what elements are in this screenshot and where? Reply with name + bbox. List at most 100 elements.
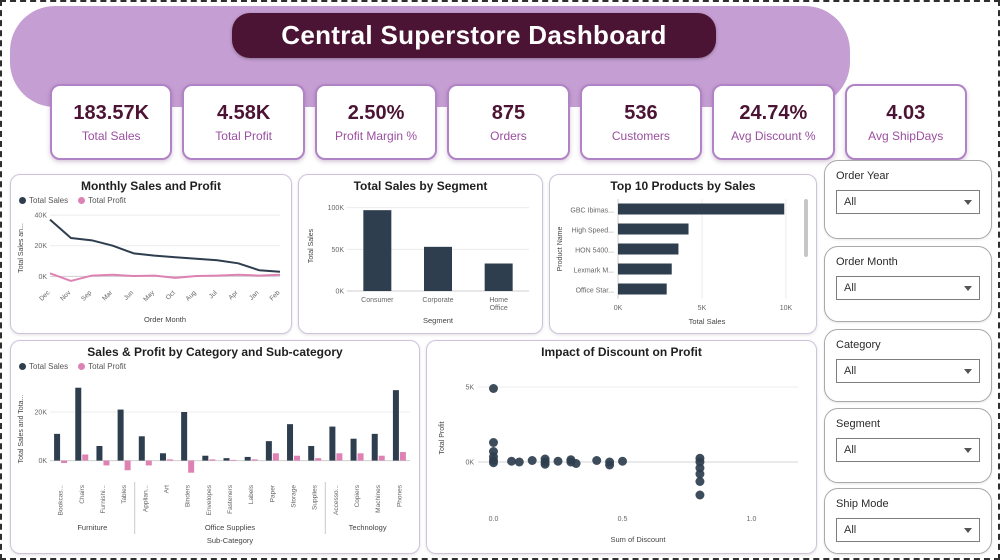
profit-bar[interactable]: [336, 453, 343, 461]
profit-bar[interactable]: [272, 453, 279, 461]
kpi-card-total-sales: 183.57K Total Sales: [50, 84, 173, 160]
y-axis-title: Product Name: [557, 227, 564, 272]
chart-title: Impact of Discount on Profit: [541, 345, 702, 359]
y-axis-title: Total Sales an...: [18, 223, 25, 273]
sales-bar[interactable]: [181, 412, 188, 461]
slicer-label: Order Year: [836, 170, 890, 182]
axis-label: 50K: [331, 247, 344, 254]
sales-bar[interactable]: [159, 453, 166, 461]
total-profit-line[interactable]: [49, 272, 281, 282]
sales-bar[interactable]: [223, 458, 230, 461]
slicer-order-year: Order Year All: [824, 160, 992, 239]
scatter-point[interactable]: [540, 459, 550, 469]
product-bar[interactable]: [618, 263, 672, 275]
profit-bar[interactable]: [294, 455, 301, 461]
profit-bar[interactable]: [82, 454, 89, 461]
sales-bar[interactable]: [202, 455, 209, 461]
slicer-dropdown[interactable]: All: [836, 438, 980, 462]
kpi-value: 875: [491, 101, 526, 124]
x-tick-label: Tables: [121, 484, 128, 504]
slicer-dropdown[interactable]: All: [836, 359, 980, 383]
scatter-point[interactable]: [571, 459, 581, 468]
product-bar[interactable]: [618, 243, 679, 255]
product-bar[interactable]: [618, 223, 689, 235]
profit-bar[interactable]: [103, 460, 110, 466]
scatter-point[interactable]: [591, 456, 601, 465]
axis-label: 40K: [35, 213, 48, 220]
slicer-dropdown[interactable]: All: [836, 276, 980, 300]
kpi-label: Avg Discount %: [731, 128, 816, 143]
scatter-point[interactable]: [488, 384, 498, 393]
scatter-point[interactable]: [694, 477, 704, 486]
group-label: Furniture: [77, 523, 107, 532]
x-tick-label: Fasteners: [227, 484, 234, 514]
axis-label: 0K: [465, 460, 474, 467]
legend-dot: [19, 196, 26, 204]
y-axis-title: Total Sales and Tota...: [18, 395, 25, 464]
sales-bar[interactable]: [371, 433, 378, 461]
profit-bar[interactable]: [230, 459, 237, 461]
profit-bar[interactable]: [251, 459, 258, 461]
x-tick-label: Feb: [269, 289, 282, 302]
sales-bar[interactable]: [392, 390, 399, 461]
sales-bar[interactable]: [75, 387, 82, 461]
sales-bar[interactable]: [117, 409, 124, 461]
slicer-segment: Segment All: [824, 408, 992, 483]
sales-bar[interactable]: [96, 446, 103, 461]
profit-bar[interactable]: [315, 458, 322, 461]
profit-bar[interactable]: [357, 453, 364, 461]
scatter-point[interactable]: [527, 456, 537, 465]
segment-bar[interactable]: [423, 246, 452, 291]
scrollbar-thumb[interactable]: [804, 199, 808, 257]
slicer-dropdown[interactable]: All: [836, 190, 980, 214]
sales-bar[interactable]: [350, 438, 357, 461]
scatter-point[interactable]: [694, 490, 704, 500]
sales-bar[interactable]: [244, 456, 251, 461]
chart-title: Monthly Sales and Profit: [80, 179, 221, 193]
profit-bar[interactable]: [61, 460, 68, 463]
monthly-sales-profit-chart: Monthly Sales and Profit Total Sales Tota…: [10, 174, 292, 334]
sales-bar[interactable]: [138, 436, 145, 461]
product-bar[interactable]: [618, 203, 785, 215]
segment-bar[interactable]: [362, 210, 391, 291]
line-chart-canvas[interactable]: 0K 20K 40K Dec Nov Sep Mar Jun May Oct Aug Jul Apr Ja…: [14, 206, 288, 328]
kpi-value: 4.58K: [216, 101, 271, 124]
profit-bar[interactable]: [188, 460, 195, 473]
profit-bar[interactable]: [166, 459, 173, 461]
legend-item: Total Profit: [78, 362, 126, 371]
category-subcategory-chart: Sales & Profit by Category and Sub-categ…: [10, 340, 420, 554]
group-label: Office Supplies: [205, 523, 256, 532]
axis-label: 0K: [38, 274, 47, 281]
scatter-chart-canvas[interactable]: 0K 5K 0.0 0.5 1.0 Sum of Discount Total Profit: [432, 359, 812, 547]
scatter-point[interactable]: [617, 456, 627, 466]
scatter-point[interactable]: [488, 458, 498, 468]
segment-bar[interactable]: [484, 263, 513, 292]
total-sales-line[interactable]: [49, 218, 281, 273]
sales-bar[interactable]: [54, 433, 61, 461]
scatter-point[interactable]: [514, 457, 524, 467]
slicer-dropdown[interactable]: All: [836, 518, 980, 542]
profit-bar[interactable]: [399, 452, 406, 461]
scatter-point[interactable]: [694, 469, 704, 479]
scatter-point[interactable]: [488, 438, 498, 447]
scatter-point[interactable]: [553, 456, 562, 466]
kpi-label: Orders: [490, 128, 527, 143]
y-axis-title: Total Profit: [439, 421, 446, 454]
sales-bar[interactable]: [329, 426, 336, 461]
profit-bar[interactable]: [145, 460, 152, 466]
sales-bar[interactable]: [265, 441, 272, 461]
profit-bar[interactable]: [124, 460, 131, 471]
profit-bar[interactable]: [209, 459, 216, 461]
x-axis-title: Total Sales: [689, 317, 726, 326]
product-bar[interactable]: [618, 283, 667, 295]
scatter-point[interactable]: [604, 460, 614, 470]
scatter-point[interactable]: [506, 456, 516, 466]
profit-bar[interactable]: [378, 455, 385, 461]
sales-bar[interactable]: [287, 424, 294, 461]
grouped-bar-chart-canvas[interactable]: 0K 20K Bookcas... Chairs Furnishi... Tables Ap…: [14, 372, 416, 548]
sales-bar[interactable]: [308, 446, 315, 461]
axis-label: 5K: [465, 385, 474, 392]
hbar-chart-canvas[interactable]: 0K 5K 10K GBC Ibimas... High Speed... HON 540…: [554, 193, 812, 327]
legend-item: Total Sales: [19, 196, 68, 205]
